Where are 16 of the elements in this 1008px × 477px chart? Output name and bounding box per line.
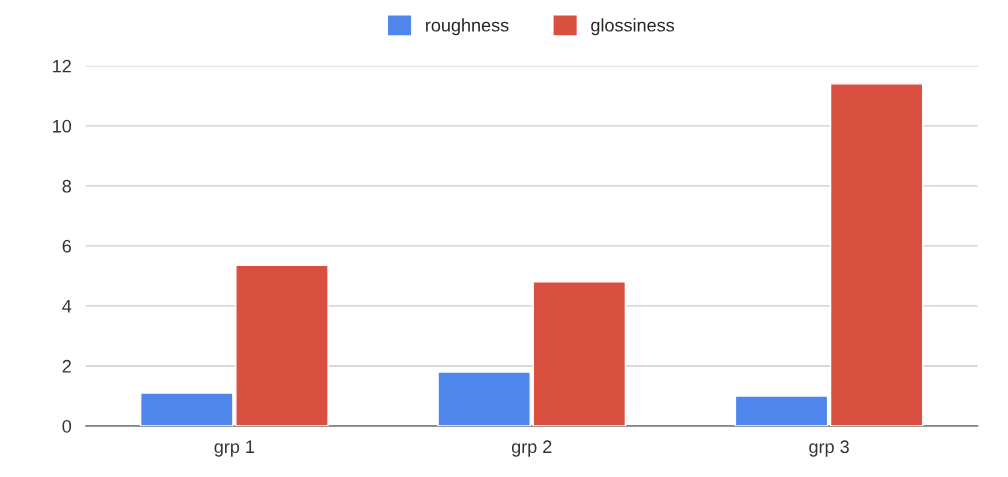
y-tick-label: 2 — [62, 359, 71, 373]
y-tick-label: 4 — [62, 300, 72, 313]
y-tick-label: 8 — [62, 179, 72, 193]
y-tick-label: 0 — [62, 419, 72, 433]
x-tick-label: grp 2 — [511, 440, 552, 457]
bar — [734, 395, 829, 426]
y-tick-label: 12 — [53, 59, 71, 73]
bar — [532, 281, 627, 426]
bar — [829, 83, 924, 426]
x-tick-label: grp 3 — [809, 440, 849, 457]
x-tick-label: grp 1 — [214, 440, 255, 457]
y-tick-label: 10 — [53, 119, 72, 133]
legend-label: roughness — [426, 18, 509, 36]
y-tick-label: 6 — [62, 239, 71, 253]
bar — [437, 371, 531, 426]
legend-label: glossiness — [591, 18, 675, 36]
